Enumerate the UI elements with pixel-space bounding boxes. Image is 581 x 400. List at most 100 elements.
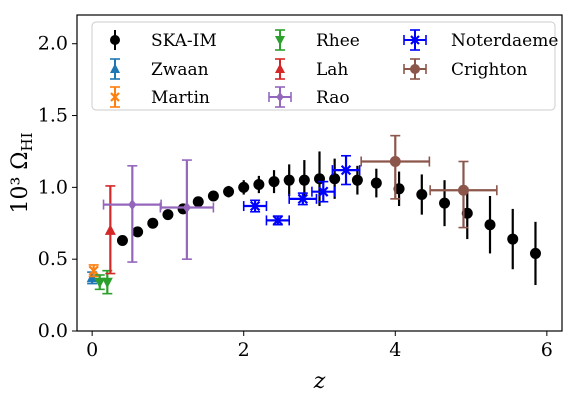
y-tick-label: 0.5: [38, 248, 68, 270]
data-point-noterdaeme: [242, 199, 268, 213]
marker-circle: [268, 176, 280, 188]
data-point-ska-im: [162, 209, 174, 221]
legend-label: Noterdaeme: [451, 31, 558, 51]
x-axis-label: z: [313, 369, 326, 394]
marker-x: [297, 193, 309, 205]
legend-marker: [110, 63, 120, 73]
axis-ticks: 0 2 4 6 0.0 0.5 1.0 1.5 2.0: [38, 33, 553, 361]
marker-stroke: [110, 92, 120, 102]
y-axis-label-sub: HI: [18, 132, 36, 151]
data-point-rhee: [94, 274, 106, 291]
series-rhee: [94, 269, 113, 295]
marker-triangle-down: [101, 277, 113, 289]
data-point-noterdaeme: [265, 215, 290, 226]
marker-triangle-up: [104, 224, 116, 235]
legend-item-martin: Martin: [110, 86, 210, 108]
legend-marker: [275, 63, 285, 73]
legend-marker: [410, 35, 420, 45]
x-tick-label: 6: [541, 339, 553, 361]
marker-circle: [298, 174, 310, 186]
plot-area: [86, 134, 541, 295]
data-point-noterdaeme: [331, 154, 361, 186]
marker-circle: [116, 235, 128, 247]
marker-circle: [238, 181, 250, 193]
data-point-ska-im: [298, 160, 310, 201]
legend-item-crighton: Crighton: [403, 58, 527, 80]
legend-label: SKA-IM: [151, 31, 217, 51]
x-tick-label: 2: [238, 339, 250, 361]
legend-marker: [276, 92, 284, 102]
marker-circle: [283, 174, 295, 186]
legend-label: Zwaan: [151, 60, 209, 80]
data-point-rhee: [101, 269, 113, 295]
data-point-ska-im: [253, 175, 265, 194]
data-point-martin: [88, 264, 99, 278]
marker-circle: [370, 177, 382, 189]
data-point-ska-im: [439, 180, 451, 227]
marker-circle: [207, 190, 219, 202]
marker-circle: [457, 184, 469, 196]
marker-circle: [132, 226, 144, 238]
marker-circle: [162, 209, 174, 221]
marker-stroke: [272, 215, 283, 226]
marker-circle: [223, 186, 235, 198]
marker-circle: [329, 173, 341, 185]
marker-diamond: [182, 201, 192, 213]
legend-marker: [110, 35, 120, 45]
data-point-ska-im: [529, 221, 541, 286]
marker-circle: [484, 219, 496, 231]
data-point-ska-im: [370, 168, 382, 198]
data-point-ska-im: [416, 174, 428, 215]
y-axis-label: 10³ ΩHI: [8, 132, 36, 213]
y-tick-label: 0.0: [38, 320, 68, 342]
data-point-rao: [102, 165, 162, 263]
plot-frame: [76, 14, 563, 332]
legend-item-rao: Rao: [268, 86, 350, 108]
legend-label: Rao: [316, 88, 350, 108]
legend-marker: [110, 92, 120, 102]
y-tick-label: 1.5: [38, 105, 68, 127]
data-point-crighton: [360, 134, 431, 200]
marker-circle: [192, 196, 204, 208]
legend: SKA-IM Zwaan Martin Rhee Lah Rao Noterdaeme Cri…: [91, 21, 558, 111]
data-point-ska-im: [132, 226, 144, 238]
legend-item-lah: Lah: [275, 58, 348, 80]
data-point-ska-im: [192, 196, 204, 208]
legend-label: Crighton: [451, 60, 527, 80]
marker-x: [272, 215, 283, 226]
series-lah: [104, 185, 116, 275]
marker-stroke: [297, 193, 309, 205]
marker-stroke: [410, 35, 420, 45]
marker-circle: [529, 247, 541, 259]
legend-item-rhee: Rhee: [275, 29, 360, 51]
legend-item-zwaan: Zwaan: [110, 58, 209, 80]
x-tick-label: 0: [86, 339, 98, 361]
legend-item-noterdaeme: Noterdaeme: [403, 29, 558, 51]
data-point-ska-im: [116, 235, 128, 247]
data-point-ska-im: [238, 180, 250, 195]
series-ska-im: [116, 151, 541, 286]
marker-stroke: [249, 200, 261, 212]
y-axis-label-main: 10³ Ω: [8, 151, 33, 213]
marker-stroke: [340, 164, 352, 176]
legend-marker: [275, 36, 285, 46]
marker-stroke: [88, 265, 99, 276]
marker-circle: [253, 178, 265, 190]
data-point-ska-im: [268, 170, 280, 194]
series-martin: [88, 264, 99, 278]
legend-label: Lah: [316, 60, 348, 80]
data-point-noterdaeme: [311, 180, 336, 203]
marker-circle: [416, 189, 428, 201]
data-point-ska-im: [484, 195, 496, 254]
marker-x: [318, 186, 329, 197]
marker-circle: [351, 174, 363, 186]
legend-marker: [410, 64, 420, 74]
series-noterdaeme: [242, 154, 361, 226]
series-crighton: [360, 134, 498, 229]
y-tick-label: 1.0: [38, 176, 68, 198]
data-point-ska-im: [507, 208, 519, 270]
data-point-ska-im: [207, 190, 219, 202]
data-point-ska-im: [283, 164, 295, 196]
legend-label: Martin: [151, 88, 210, 108]
